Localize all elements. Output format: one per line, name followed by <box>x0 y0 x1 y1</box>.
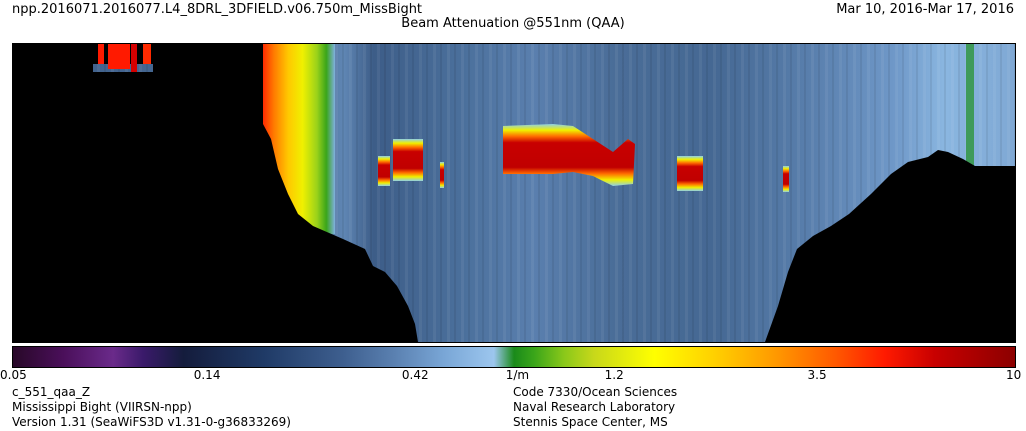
right-landmass <box>765 150 1015 342</box>
subsurface-maximum-layer <box>378 124 789 192</box>
left-landmass <box>13 44 418 342</box>
colorbar-tick-label: 0.14 <box>193 368 221 382</box>
colorbar-tick-label: 10 <box>1006 368 1022 382</box>
colorbar-tick-label: 0.42 <box>401 368 429 382</box>
colorbar-tick-label: 1/m <box>505 368 530 382</box>
layer-segment-2 <box>393 139 423 181</box>
layer-segment-1 <box>378 156 390 186</box>
section-plot <box>12 43 1016 343</box>
layer-segment-6 <box>783 166 789 192</box>
left-landmass-top <box>13 44 263 64</box>
layer-segment-4 <box>503 124 635 186</box>
colorbar-tick-label: 1.2 <box>604 368 624 382</box>
land-red-artifact-2 <box>108 44 130 69</box>
file-name: npp.2016071.2016077.L4_8DRL_3DFIELD.v06.… <box>12 2 423 17</box>
colorbar-tick-label: 3.5 <box>807 368 827 382</box>
footer-right-1: Code 7330/Ocean Sciences <box>513 385 678 399</box>
footer-right-2: Naval Research Laboratory <box>513 400 676 414</box>
land-red-artifact-3 <box>131 44 137 72</box>
footer-right-3: Stennis Space Center, MS <box>513 415 668 429</box>
colorbar <box>12 346 1016 368</box>
date-range: Mar 10, 2016-Mar 17, 2016 <box>836 2 1014 17</box>
green-coastal-strip <box>966 44 974 167</box>
land-red-artifact-1 <box>98 44 104 64</box>
footer-left-2: Mississippi Bight (VIIRSN-npp) <box>12 400 192 414</box>
footer-left-1: c_551_qaa_Z <box>12 385 91 399</box>
colorbar-tick-label: 0.05 <box>0 368 27 382</box>
footer-left-3: Version 1.31 (SeaWiFS3D v1.31-0-g3683326… <box>12 415 291 429</box>
land-red-artifact-4 <box>143 44 151 64</box>
layer-segment-5 <box>677 156 703 191</box>
chart-title: Beam Attenuation @551nm (QAA) <box>401 16 625 31</box>
layer-segment-3 <box>440 162 444 188</box>
